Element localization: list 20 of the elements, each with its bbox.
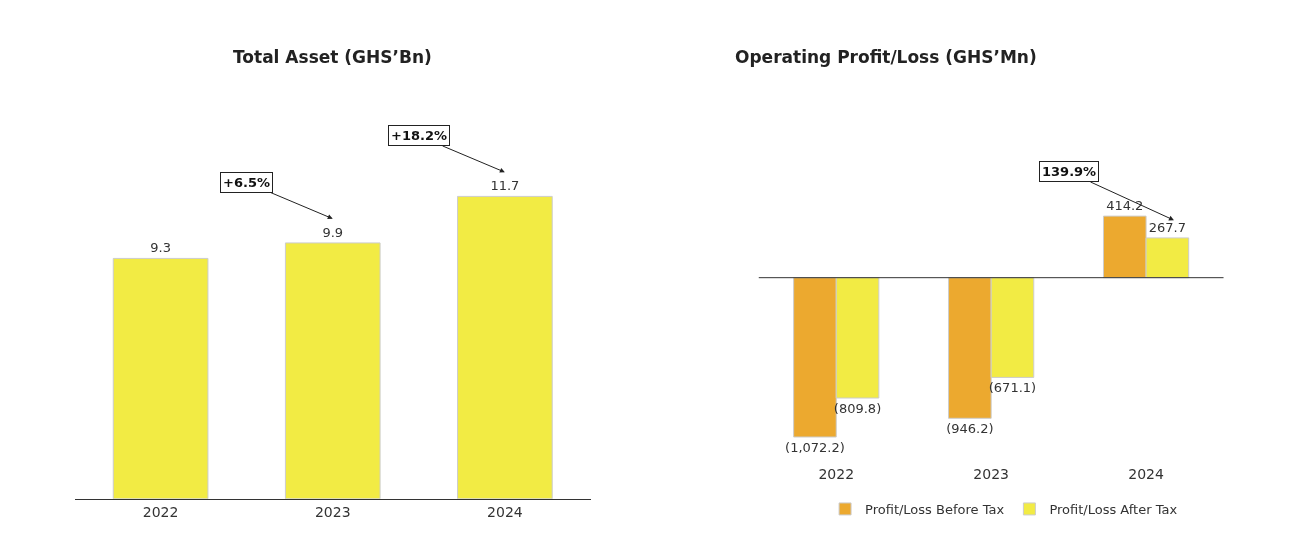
data-label: 9.9 (322, 224, 344, 240)
text: +6.5% (223, 175, 270, 190)
x-tick-label: 2023 (973, 465, 1009, 482)
x-tick-label: 2024 (1128, 465, 1164, 482)
text: +18.2% (391, 128, 447, 143)
chart-title: Operating Profit/Loss (GHS’Mn) (735, 47, 1037, 67)
data-label: 414.2 (1106, 198, 1144, 214)
data-label: (946.2) (946, 421, 994, 437)
chart-title: Total Asset (GHS’Bn) (233, 47, 432, 67)
legend-label: Profit/Loss Before Tax (865, 502, 1005, 518)
data-label: 11.7 (490, 178, 520, 194)
x-tick-label: 2023 (314, 503, 351, 520)
x-tick-label: 2024 (487, 503, 523, 520)
legend-label: Profit/Loss After Tax (1049, 502, 1178, 518)
x-tick-label: 2022 (142, 503, 179, 520)
data-label: (1,072.2) (785, 440, 845, 456)
text: 139.9% (1042, 164, 1097, 179)
data-label: 267.7 (1148, 219, 1186, 235)
data-label: 9.3 (150, 240, 171, 256)
x-tick-label: 2022 (818, 465, 855, 482)
